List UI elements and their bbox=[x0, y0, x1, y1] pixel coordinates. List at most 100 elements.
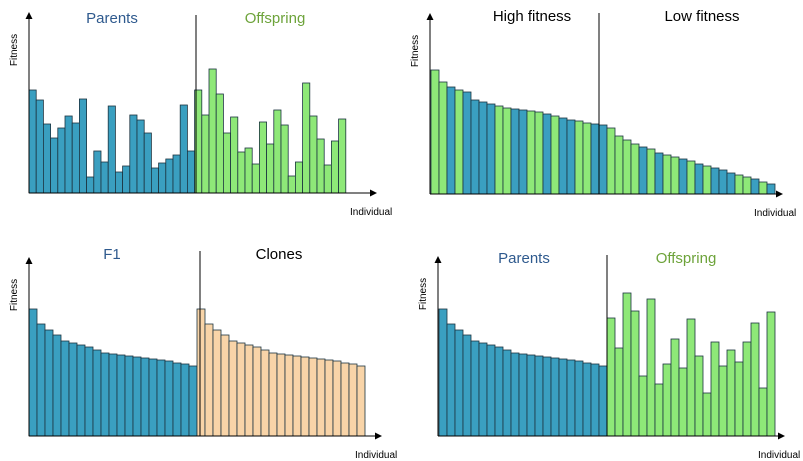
left-bar-11 bbox=[108, 353, 118, 437]
x-axis-arrow bbox=[776, 190, 783, 198]
left-bar-6 bbox=[64, 115, 73, 194]
left-bar-14 bbox=[132, 356, 142, 437]
left-bar-4 bbox=[50, 137, 59, 194]
left-bar-7 bbox=[486, 344, 496, 437]
left-bar-3 bbox=[446, 86, 456, 195]
right-bar-16 bbox=[316, 358, 326, 437]
left-bar-15 bbox=[140, 357, 150, 437]
right-bar-10 bbox=[678, 367, 688, 437]
right-bar-9 bbox=[260, 349, 270, 437]
right-bar-2 bbox=[614, 135, 624, 195]
right-bar-21 bbox=[356, 365, 366, 437]
left-bar-20 bbox=[582, 122, 592, 195]
left-bar-20 bbox=[180, 363, 190, 437]
right-bar-1 bbox=[196, 308, 206, 437]
bars-left bbox=[28, 89, 195, 194]
left-bar-21 bbox=[188, 365, 198, 437]
left-bar-3 bbox=[44, 329, 54, 437]
right-bar-15 bbox=[718, 169, 728, 195]
left-bar-5 bbox=[60, 340, 70, 437]
right-bar-18 bbox=[742, 176, 752, 195]
right-bar-5 bbox=[638, 146, 648, 195]
right-bar-13 bbox=[702, 165, 712, 195]
right-bar-19 bbox=[750, 322, 760, 437]
left-bar-16 bbox=[558, 358, 568, 437]
bars-left bbox=[430, 69, 608, 195]
left-group-title: Parents bbox=[498, 250, 550, 267]
left-bar-19 bbox=[582, 362, 592, 437]
left-bar-1 bbox=[438, 308, 448, 437]
right-bar-16 bbox=[726, 349, 736, 437]
left-bar-1 bbox=[28, 308, 38, 437]
left-bar-21 bbox=[598, 365, 608, 437]
left-bar-23 bbox=[186, 150, 195, 194]
right-bar-8 bbox=[662, 363, 672, 437]
left-bar-14 bbox=[534, 111, 544, 195]
right-bar-12 bbox=[273, 109, 282, 194]
right-group-title: Low fitness bbox=[664, 8, 739, 25]
right-bar-6 bbox=[646, 298, 656, 437]
left-bar-12 bbox=[116, 354, 126, 437]
left-bar-22 bbox=[179, 104, 188, 194]
left-bar-18 bbox=[164, 360, 174, 437]
left-bar-14 bbox=[542, 356, 552, 437]
right-bar-9 bbox=[670, 338, 680, 437]
right-bar-8 bbox=[252, 346, 262, 437]
right-bar-15 bbox=[308, 357, 318, 437]
left-bar-18 bbox=[566, 119, 576, 195]
left-bar-5 bbox=[57, 127, 66, 194]
right-bar-21 bbox=[766, 311, 776, 437]
left-bar-15 bbox=[550, 357, 560, 437]
left-bar-14 bbox=[122, 165, 131, 194]
left-bar-21 bbox=[172, 154, 181, 194]
right-bar-18 bbox=[742, 341, 752, 437]
panel-top-right: Fitness Individual High fitness Low fitn… bbox=[410, 8, 796, 219]
right-bar-4 bbox=[630, 143, 640, 195]
right-bar-7 bbox=[654, 152, 664, 195]
bars-right bbox=[606, 292, 776, 437]
left-bar-22 bbox=[598, 124, 608, 195]
right-bar-17 bbox=[734, 174, 744, 195]
left-bar-11 bbox=[100, 161, 109, 194]
left-bar-8 bbox=[494, 346, 504, 437]
right-bar-8 bbox=[244, 147, 253, 194]
right-bar-10 bbox=[678, 158, 688, 195]
panel-bottom-left: Fitness Individual F1 Clones bbox=[9, 246, 397, 461]
left-bar-20 bbox=[165, 158, 174, 194]
right-bar-21 bbox=[338, 118, 347, 194]
right-bar-5 bbox=[222, 132, 231, 194]
left-bar-6 bbox=[68, 342, 78, 437]
left-bar-2 bbox=[36, 323, 46, 437]
right-bar-11 bbox=[266, 143, 275, 194]
right-bar-8 bbox=[662, 154, 672, 195]
x-axis-label: Individual bbox=[758, 450, 800, 461]
left-bar-5 bbox=[462, 91, 472, 195]
right-bar-7 bbox=[237, 151, 246, 194]
x-axis-arrow bbox=[370, 189, 377, 197]
right-bar-2 bbox=[204, 323, 214, 437]
left-bar-19 bbox=[158, 162, 167, 194]
left-bar-1 bbox=[28, 89, 37, 194]
right-bar-14 bbox=[287, 175, 296, 194]
left-bar-21 bbox=[590, 123, 600, 195]
left-bar-17 bbox=[566, 359, 576, 437]
left-bar-13 bbox=[526, 110, 536, 195]
right-bar-4 bbox=[630, 310, 640, 437]
left-bar-17 bbox=[156, 359, 166, 437]
bars-right bbox=[606, 127, 776, 195]
right-bar-17 bbox=[309, 115, 318, 194]
bars-left bbox=[28, 308, 198, 437]
right-bar-7 bbox=[654, 383, 664, 437]
left-bar-9 bbox=[494, 105, 504, 195]
x-axis-label: Individual bbox=[754, 208, 796, 219]
right-bar-14 bbox=[710, 341, 720, 437]
left-bar-12 bbox=[107, 105, 116, 194]
right-bar-6 bbox=[230, 116, 239, 194]
left-bar-6 bbox=[478, 342, 488, 437]
right-bar-17 bbox=[734, 361, 744, 437]
left-bar-6 bbox=[470, 99, 480, 195]
left-group-title: Parents bbox=[86, 10, 138, 27]
right-bar-13 bbox=[280, 124, 289, 194]
right-bar-17 bbox=[324, 359, 334, 437]
left-bar-13 bbox=[534, 355, 544, 437]
